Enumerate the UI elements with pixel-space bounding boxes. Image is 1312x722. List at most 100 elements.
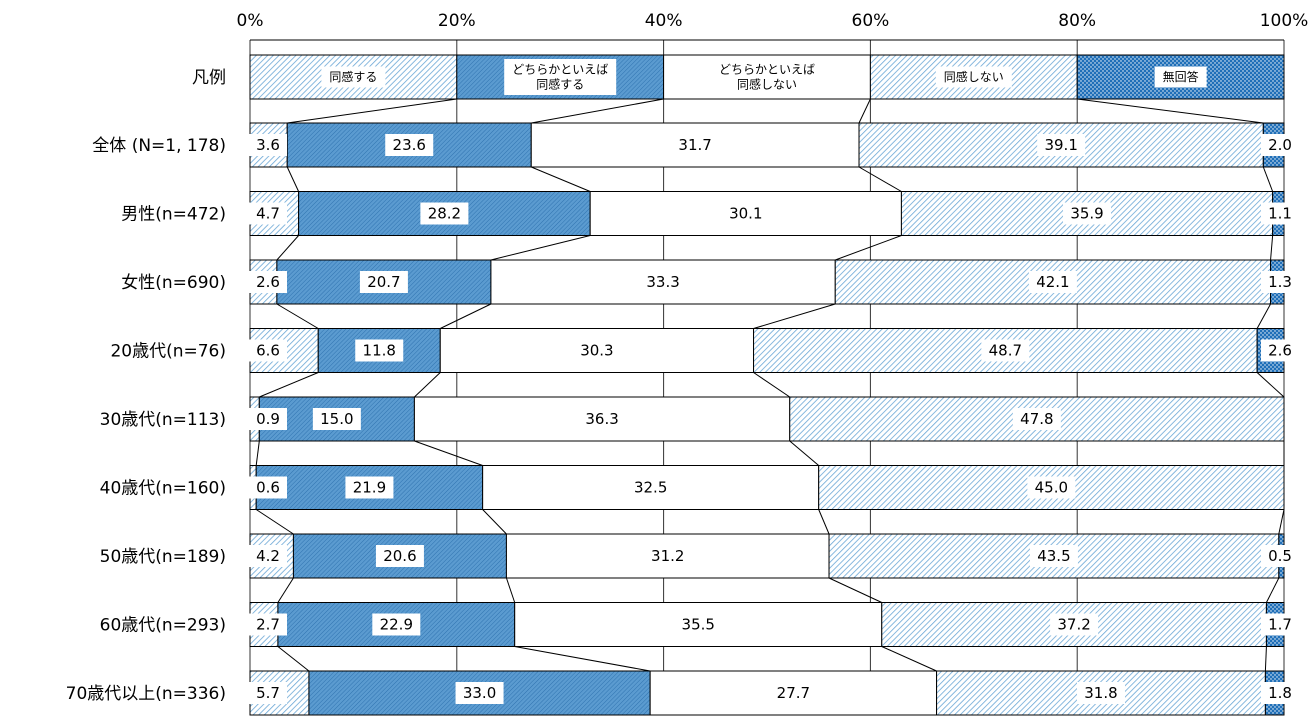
value-label: 2.6: [256, 273, 280, 291]
value-label-bg: [643, 545, 692, 567]
value-label: 2.0: [1268, 136, 1292, 154]
value-label-bg: [249, 545, 287, 567]
value-label-bg: [626, 476, 675, 499]
value-label: 30.1: [729, 205, 762, 223]
value-label: 11.8: [363, 342, 396, 360]
category-label: 60歳代(n=293): [100, 616, 226, 636]
connector-line: [287, 98, 457, 124]
category-label: 全体 (N=1, 178): [92, 136, 226, 156]
x-tick-label: 0%: [237, 11, 264, 31]
value-label-bg: [1261, 271, 1299, 293]
category-label: 40歳代(n=160): [100, 479, 226, 499]
connector-line: [514, 646, 651, 672]
value-label: 4.7: [256, 205, 280, 223]
x-tick-label: 20%: [438, 11, 476, 31]
value-label: 37.2: [1057, 616, 1090, 634]
value-label-bg: [1050, 613, 1099, 636]
connector-line: [1077, 98, 1264, 124]
legend-label: どちらかといえば: [512, 63, 608, 77]
value-label: 5.7: [256, 684, 280, 702]
connector-line: [440, 303, 492, 329]
value-label-bg: [1261, 682, 1299, 704]
connector-line: [835, 235, 902, 261]
connector-line: [482, 509, 507, 535]
connector-lines: [255, 98, 1285, 672]
connector-line: [259, 372, 319, 398]
value-label: 22.9: [380, 616, 413, 634]
value-label: 39.1: [1044, 136, 1077, 154]
x-tick-label: 100%: [1260, 11, 1309, 31]
connector-line: [531, 166, 591, 192]
value-label-bg: [1028, 271, 1077, 293]
value-label-bg: [355, 339, 404, 362]
connector-line: [818, 509, 830, 535]
value-label: 35.5: [682, 616, 715, 634]
connector-line: [1265, 577, 1280, 603]
connector-line: [531, 98, 664, 124]
value-label-bg: [372, 613, 421, 636]
x-tick-label: 40%: [645, 11, 683, 31]
value-label-bg: [249, 202, 287, 225]
value-label-bg: [375, 545, 424, 567]
category-label: 男性(n=472): [121, 205, 226, 225]
connector-line: [881, 646, 937, 672]
legend-label: 同感する: [536, 77, 584, 92]
legend-label: 同感しない: [944, 69, 1004, 84]
connector-line: [1256, 303, 1271, 329]
value-label: 32.5: [634, 479, 667, 497]
value-label: 28.2: [428, 205, 461, 223]
value-label-bg: [312, 408, 361, 430]
value-label-bg: [1063, 202, 1112, 225]
value-label: 42.1: [1036, 273, 1069, 291]
connector-line: [276, 235, 299, 261]
x-tick-label: 80%: [1058, 11, 1096, 31]
value-label: 2.7: [256, 616, 280, 634]
value-label: 15.0: [320, 410, 353, 428]
value-label: 21.9: [353, 479, 386, 497]
value-label: 31.2: [651, 547, 684, 565]
legend-label: 同感する: [329, 69, 377, 84]
value-label: 3.6: [256, 136, 280, 154]
value-label-bg: [1261, 545, 1299, 567]
value-label-bg: [249, 134, 287, 156]
connector-line: [277, 646, 310, 672]
value-label-bg: [578, 408, 627, 430]
value-label-bg: [674, 613, 723, 636]
legend-label-bg: [935, 66, 1012, 88]
legend-label: 無回答: [1163, 69, 1199, 84]
x-tick-label: 60%: [852, 11, 890, 31]
connector-line: [414, 372, 441, 398]
value-label-bg: [1261, 134, 1299, 156]
value-label: 1.7: [1268, 616, 1292, 634]
value-label-bg: [572, 339, 621, 362]
category-label: 30歳代(n=113): [100, 410, 226, 430]
value-label: 2.6: [1268, 342, 1292, 360]
value-label-bg: [1076, 682, 1125, 704]
connector-line: [753, 372, 791, 398]
value-label: 30.3: [580, 342, 613, 360]
value-label-bg: [249, 339, 287, 362]
bar-segment: [255, 465, 484, 510]
value-label-bg: [385, 134, 434, 156]
connector-line: [828, 577, 882, 603]
connector-line: [1262, 166, 1274, 192]
connector-line: [1270, 235, 1274, 261]
category-label: 女性(n=690): [121, 273, 226, 293]
value-label-bg: [359, 271, 408, 293]
value-label: 47.8: [1020, 410, 1053, 428]
value-label: 45.0: [1035, 479, 1068, 497]
value-label: 23.6: [393, 136, 426, 154]
value-label-bg: [1029, 545, 1078, 567]
connector-line: [505, 577, 516, 603]
connector-line: [1256, 372, 1285, 398]
value-label: 6.6: [256, 342, 280, 360]
value-label-bg: [420, 202, 469, 225]
value-label: 20.7: [367, 273, 400, 291]
value-label: 20.6: [383, 547, 416, 565]
connector-line: [255, 509, 294, 535]
value-label-bg: [721, 202, 770, 225]
value-label: 31.8: [1084, 684, 1117, 702]
value-label-bg: [249, 682, 287, 704]
connector-line: [1278, 509, 1285, 535]
value-label: 31.7: [678, 136, 711, 154]
